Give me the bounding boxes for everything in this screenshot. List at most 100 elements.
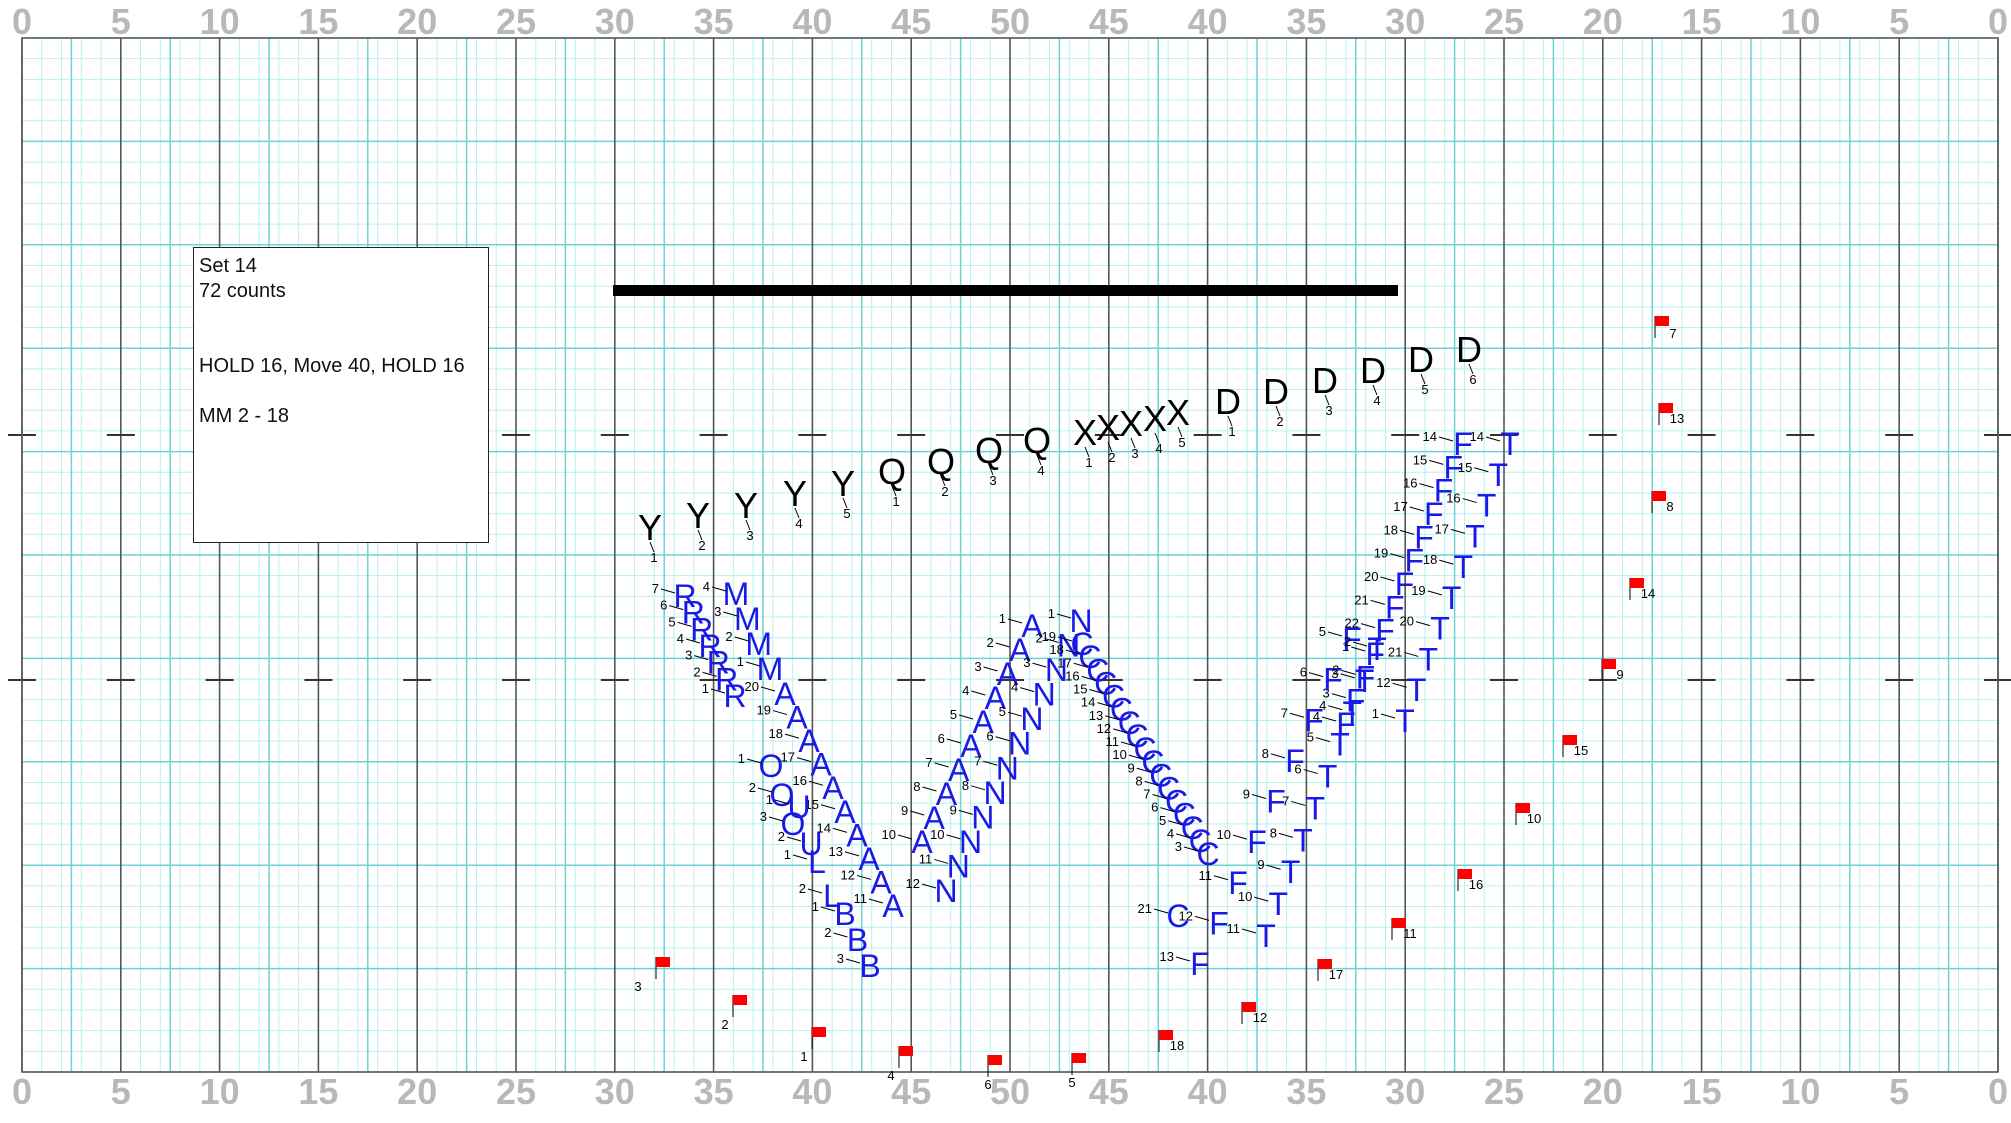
performer-tick xyxy=(1097,702,1112,708)
performer-symbol: F xyxy=(1414,519,1434,555)
performer-o: O1 xyxy=(738,748,784,784)
performer-r: R2 xyxy=(693,661,738,697)
performer-f: F 10 xyxy=(1217,824,1267,860)
performer-number: 18 xyxy=(1384,522,1398,537)
performer-symbol: N xyxy=(1069,603,1092,639)
yard-number: 35 xyxy=(1286,1,1326,42)
performer-number: 5 xyxy=(1421,382,1428,397)
performer-tick xyxy=(1291,800,1306,806)
flag-number: 11 xyxy=(1403,926,1417,941)
performer-m: M3 xyxy=(714,601,761,637)
performer-x: X4 xyxy=(1143,398,1167,456)
performer-tick xyxy=(734,636,749,642)
performer-t: T6 xyxy=(1294,759,1337,795)
performer-symbol: T xyxy=(1355,663,1375,699)
performer-tick xyxy=(1168,820,1183,826)
performer-number: 3 xyxy=(1175,839,1182,854)
performer-symbol: A xyxy=(948,752,970,788)
performer-tick xyxy=(649,541,655,553)
performer-tick xyxy=(796,757,812,763)
performer-q: Q2 xyxy=(927,441,955,499)
performer-tick xyxy=(1136,767,1151,773)
performer-f: F 17 xyxy=(1393,496,1443,532)
performer-f: F 13 xyxy=(1160,946,1210,982)
performer-symbol: Q xyxy=(975,430,1003,471)
performer-number: 7 xyxy=(652,581,659,596)
set-info-box: Set 14 72 counts HOLD 16, Move 40, HOLD … xyxy=(193,247,489,543)
yard-number: 15 xyxy=(298,1071,338,1112)
performer-tick xyxy=(910,810,925,816)
performer-number: 4 xyxy=(795,516,802,531)
performer-a: A 15 xyxy=(805,794,857,830)
performer-symbol: F xyxy=(1385,589,1405,625)
performer-o: O2 xyxy=(749,777,795,813)
performer-number: 4 xyxy=(962,683,969,698)
performer-symbol: F xyxy=(1266,784,1286,820)
performer-tick xyxy=(970,785,986,791)
performer-f: F4 xyxy=(1313,706,1356,742)
performer-f: F1 xyxy=(1342,636,1385,672)
flag-number: 15 xyxy=(1574,743,1588,758)
flag-icon xyxy=(733,995,747,1005)
flag-performer: 2 xyxy=(721,995,747,1032)
flag-performer: 18 xyxy=(1158,1030,1184,1053)
performer-symbol: M xyxy=(723,576,750,612)
performer-number: 10 xyxy=(1217,827,1231,842)
performer-tick xyxy=(995,642,1010,648)
yard-number: 35 xyxy=(1286,1071,1326,1112)
performer-symbol: A xyxy=(936,776,958,812)
performer-symbol: F xyxy=(1424,496,1444,532)
performer-q: Q1 xyxy=(878,451,906,509)
performer-tick xyxy=(844,851,860,857)
performer-number: 7 xyxy=(974,753,981,768)
performer-number: 2 xyxy=(749,780,756,795)
flag-number: 13 xyxy=(1670,411,1684,426)
performer-number: 13 xyxy=(1089,708,1103,723)
yard-number: 45 xyxy=(1089,1,1129,42)
performer-t: T 12 xyxy=(1376,672,1426,708)
performer-tick xyxy=(1241,928,1257,934)
performer-symbol: D xyxy=(1408,339,1434,380)
performer-tick xyxy=(1152,794,1167,799)
performer-tick xyxy=(1020,687,1035,693)
flag-number: 17 xyxy=(1329,967,1343,982)
performer-number: 17 xyxy=(781,750,795,765)
performer-x: X1 xyxy=(1073,412,1097,470)
performer-symbol: T xyxy=(1465,518,1485,554)
set-instructions: HOLD 16, Move 40, HOLD 16 xyxy=(199,355,465,377)
performer-a: A 10 xyxy=(882,824,934,860)
performer-symbol: A xyxy=(774,676,796,712)
performer-symbol: A xyxy=(1009,632,1031,668)
flag-number: 14 xyxy=(1641,586,1655,601)
flag-icon xyxy=(1072,1053,1086,1063)
performer-n: N4 xyxy=(1011,677,1056,713)
performer-number: 1 xyxy=(737,654,744,669)
performer-number: 2 xyxy=(698,538,705,553)
performer-x: X3 xyxy=(1119,403,1143,461)
flag-number: 10 xyxy=(1527,811,1541,826)
performer-number: 9 xyxy=(901,803,908,818)
performer-number: 15 xyxy=(1073,682,1087,697)
performer-tick xyxy=(1065,649,1081,655)
yard-number: 50 xyxy=(990,1071,1030,1112)
performer-number: 3 xyxy=(1323,686,1330,701)
yard-number: 45 xyxy=(891,1,931,42)
performer-a: A8 xyxy=(913,776,958,812)
performer-tick xyxy=(1370,599,1385,605)
yard-number: 20 xyxy=(397,1,437,42)
performer-tick xyxy=(1120,741,1136,747)
flag-performer: 11 xyxy=(1391,918,1417,941)
yard-number: 5 xyxy=(111,1071,131,1112)
performer-number: 5 xyxy=(668,614,675,629)
performer-symbol: F xyxy=(1304,702,1324,738)
performer-symbol: N xyxy=(959,824,982,860)
performer-f: F 16 xyxy=(1403,473,1453,509)
performer-d: D5 xyxy=(1408,339,1434,397)
yard-number: 30 xyxy=(1385,1071,1425,1112)
flag-icon xyxy=(899,1046,913,1056)
performer-a: A 20 xyxy=(745,676,797,712)
performer-symbol: B xyxy=(859,948,880,984)
performer-symbol: U xyxy=(799,826,822,862)
performer-t: T5 xyxy=(1307,727,1350,763)
performer-number: 21 xyxy=(1354,592,1368,607)
